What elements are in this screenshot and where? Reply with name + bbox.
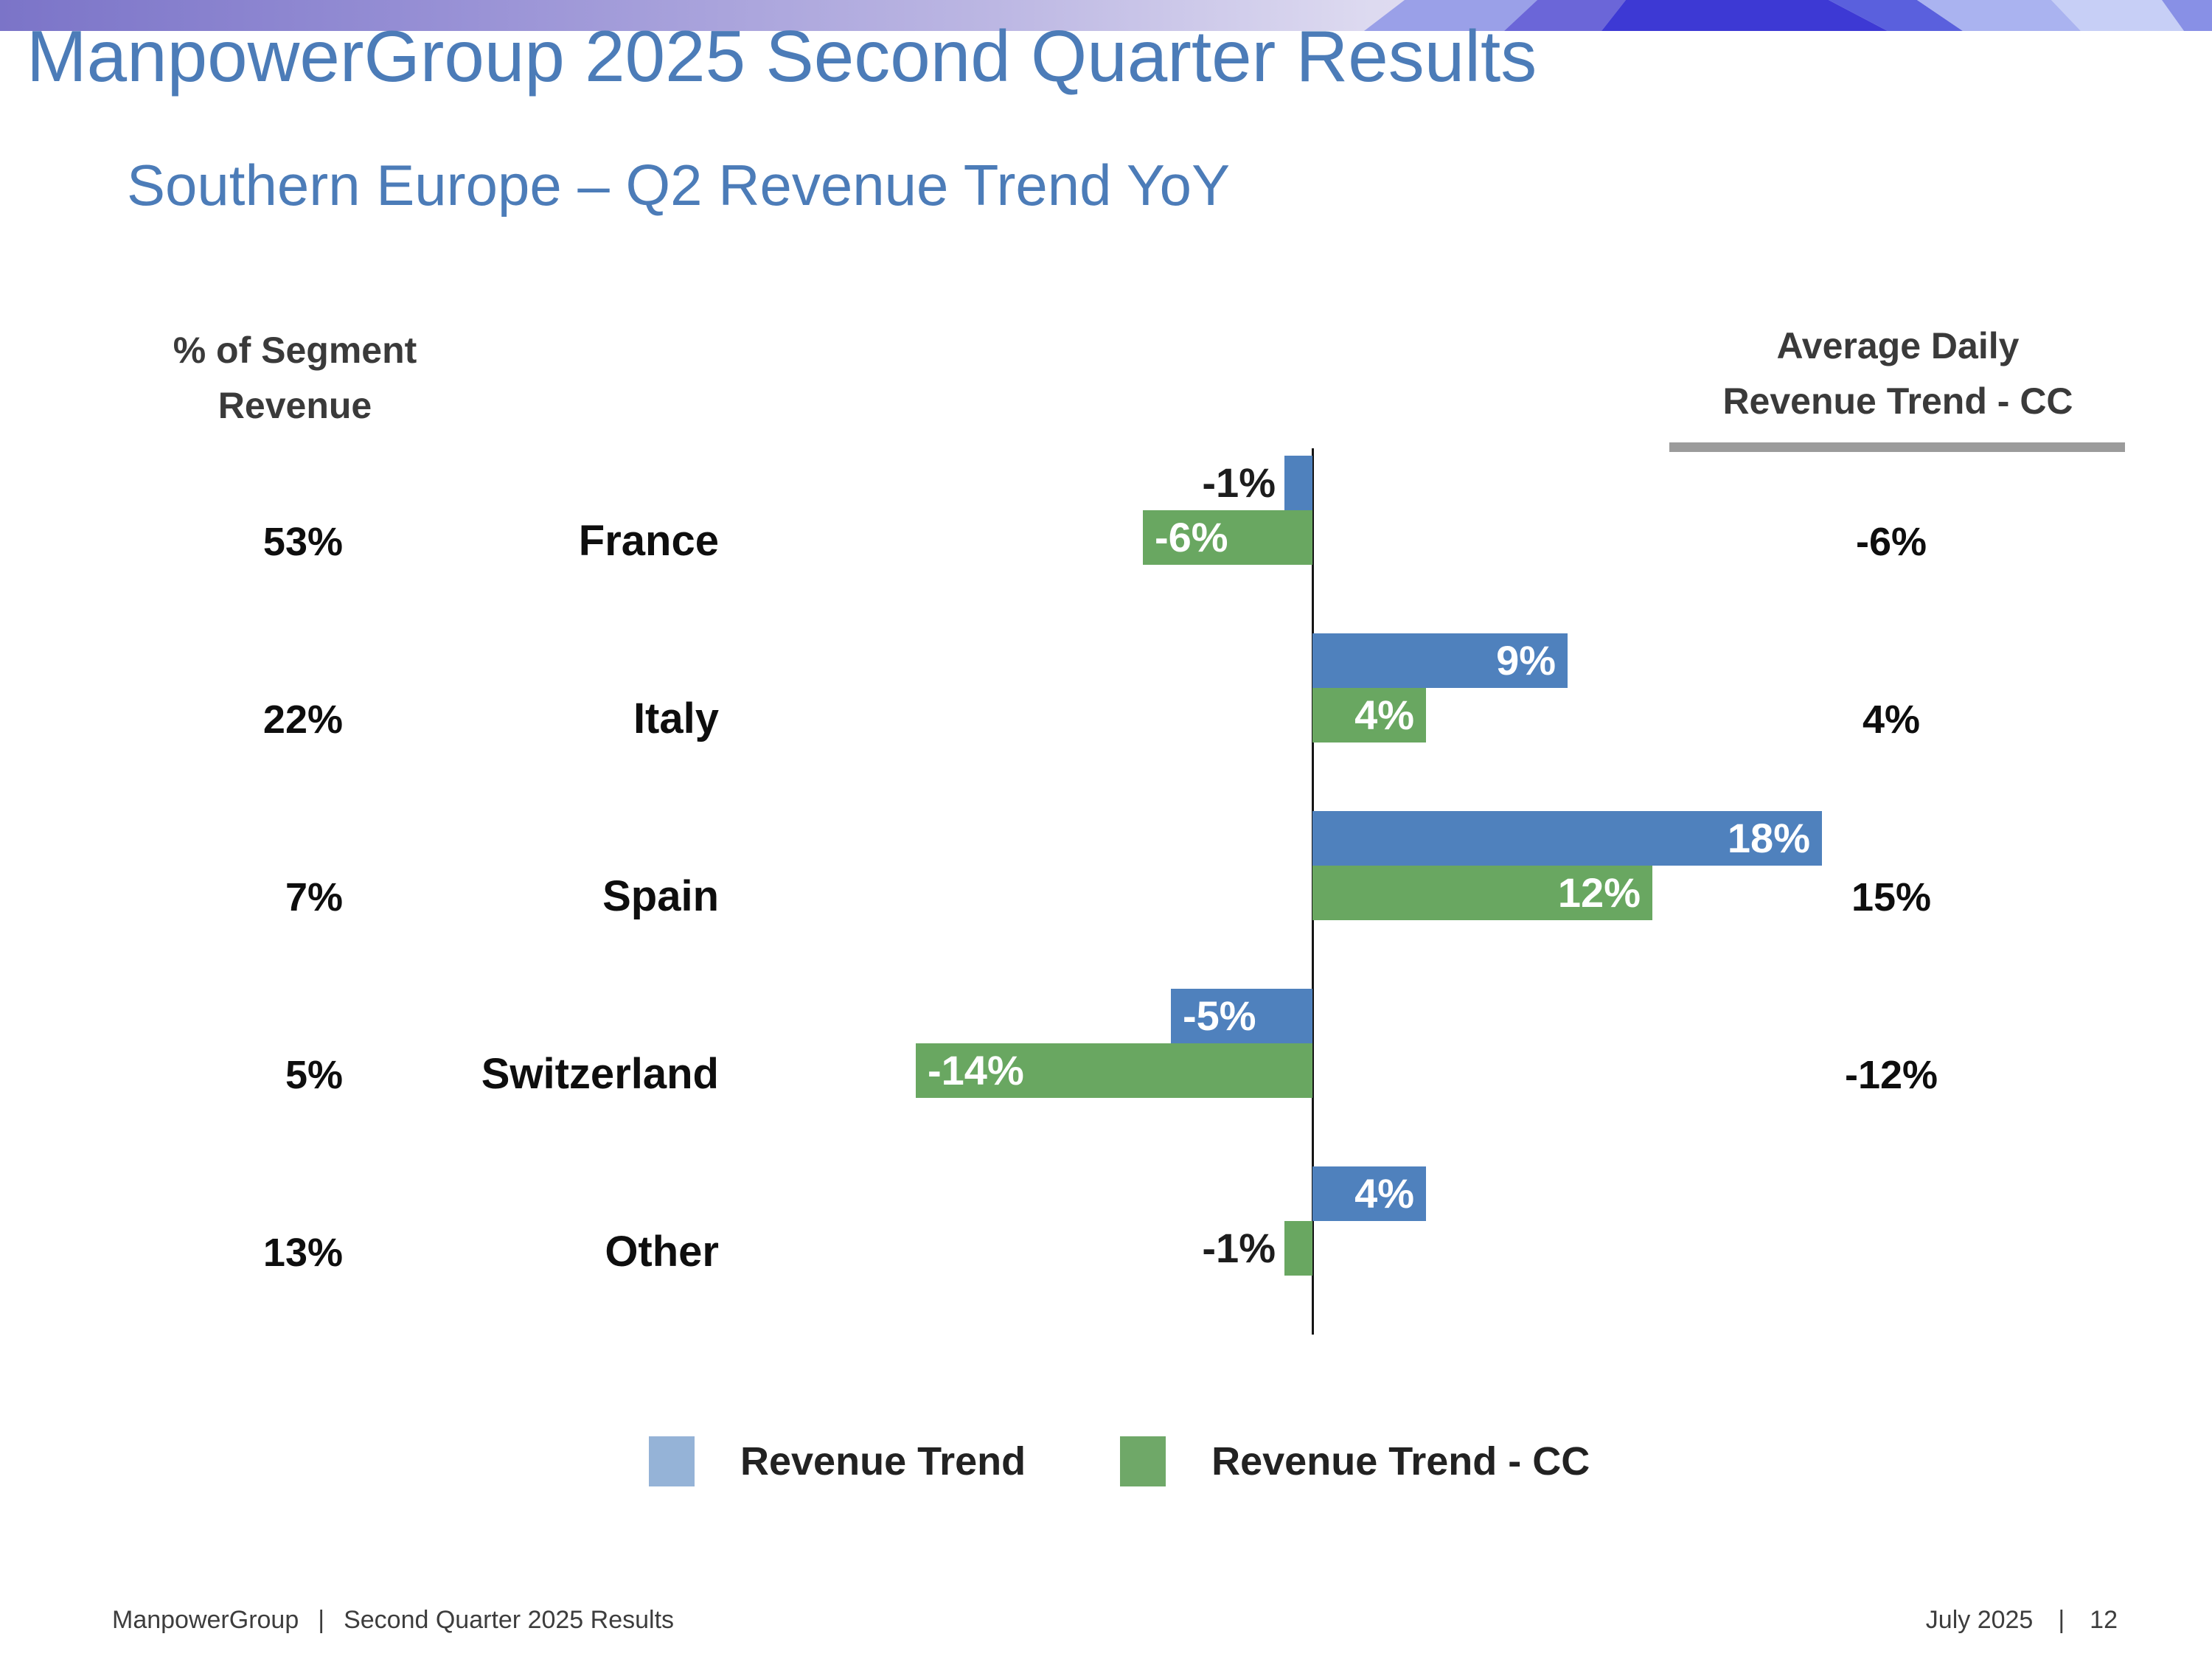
left-column-header: % of Segment Revenue bbox=[103, 323, 487, 434]
page-title: ManpowerGroup 2025 Second Quarter Result… bbox=[27, 15, 1537, 97]
avg-daily-cc-switzerland: -12% bbox=[1844, 1053, 1938, 1097]
revenue-trend-spain-value-label: 18% bbox=[1727, 815, 1810, 861]
footer-date: July 2025 bbox=[1925, 1606, 2034, 1634]
legend-label-revenue-trend: Revenue Trend bbox=[740, 1439, 1026, 1484]
segment-share-spain: 7% bbox=[285, 875, 343, 919]
footer-company: ManpowerGroup bbox=[112, 1606, 299, 1634]
revenue-trend-italy-bar: 9% bbox=[1312, 633, 1568, 688]
revenue-trend-switzerland-value-label: -5% bbox=[1183, 992, 1256, 1039]
right-column-header-underline bbox=[1669, 442, 2125, 452]
revenue-trend-other-value-label: 4% bbox=[1354, 1170, 1414, 1217]
footer-separator: | bbox=[318, 1606, 325, 1634]
legend-swatch-revenue-trend bbox=[649, 1436, 695, 1486]
revenue-trend-cc-italy-bar: 4% bbox=[1312, 688, 1426, 742]
avg-daily-cc-spain: 15% bbox=[1851, 875, 1932, 919]
revenue-trend-france-bar bbox=[1284, 456, 1312, 510]
revenue-trend-switzerland-bar: -5% bbox=[1171, 989, 1312, 1043]
legend-label-revenue-trend-cc: Revenue Trend - CC bbox=[1211, 1439, 1590, 1484]
left-column-header-line2: Revenue bbox=[218, 385, 372, 426]
revenue-trend-france-value-label: -1% bbox=[1202, 459, 1276, 506]
revenue-trend-spain-bar: 18% bbox=[1312, 811, 1822, 866]
country-label-france: France bbox=[578, 517, 719, 565]
revenue-trend-cc-other-value-label: -1% bbox=[1202, 1225, 1276, 1271]
left-column-header-line1: % of Segment bbox=[173, 330, 417, 371]
revenue-trend-cc-italy-value-label: 4% bbox=[1354, 692, 1414, 738]
revenue-trend-cc-france-bar: -6% bbox=[1143, 510, 1312, 565]
banner-facets-graphic bbox=[0, 0, 2212, 31]
footer-right: July 2025 | 12 bbox=[1926, 1606, 2118, 1635]
revenue-trend-cc-other-bar bbox=[1284, 1221, 1312, 1276]
legend-swatch-revenue-trend-cc bbox=[1120, 1436, 1166, 1486]
chart-legend: Revenue Trend Revenue Trend - CC bbox=[649, 1436, 1590, 1486]
revenue-trend-cc-spain-bar: 12% bbox=[1312, 866, 1652, 920]
page-subtitle: Southern Europe – Q2 Revenue Trend YoY bbox=[127, 153, 1231, 218]
segment-share-italy: 22% bbox=[262, 698, 343, 742]
footer-left: ManpowerGroup | Second Quarter 2025 Resu… bbox=[112, 1606, 674, 1635]
right-column-header: Average Daily Revenue Trend - CC bbox=[1668, 319, 2128, 429]
header-banner-graphic bbox=[0, 0, 2212, 31]
right-column-header-line2: Revenue Trend - CC bbox=[1722, 380, 2073, 422]
footer-page-number: 12 bbox=[2090, 1606, 2118, 1634]
country-label-italy: Italy bbox=[633, 695, 719, 742]
country-label-spain: Spain bbox=[602, 872, 719, 920]
revenue-trend-cc-spain-value-label: 12% bbox=[1557, 869, 1641, 916]
segment-share-switzerland: 5% bbox=[285, 1053, 343, 1097]
avg-daily-cc-france: -6% bbox=[1855, 520, 1927, 564]
segment-share-other: 13% bbox=[262, 1231, 343, 1275]
revenue-trend-cc-switzerland-value-label: -14% bbox=[928, 1047, 1024, 1093]
country-label-switzerland: Switzerland bbox=[481, 1050, 719, 1098]
revenue-trend-cc-switzerland-bar: -14% bbox=[916, 1043, 1312, 1098]
revenue-trend-other-bar: 4% bbox=[1312, 1166, 1426, 1221]
footer-separator: | bbox=[2058, 1606, 2065, 1634]
segment-share-france: 53% bbox=[262, 520, 343, 564]
avg-daily-cc-italy: 4% bbox=[1862, 698, 1921, 742]
right-column-header-line1: Average Daily bbox=[1776, 325, 2020, 366]
revenue-trend-italy-value-label: 9% bbox=[1496, 637, 1556, 684]
country-label-other: Other bbox=[605, 1228, 719, 1276]
footer-document: Second Quarter 2025 Results bbox=[344, 1606, 675, 1634]
revenue-trend-cc-france-value-label: -6% bbox=[1155, 514, 1228, 560]
